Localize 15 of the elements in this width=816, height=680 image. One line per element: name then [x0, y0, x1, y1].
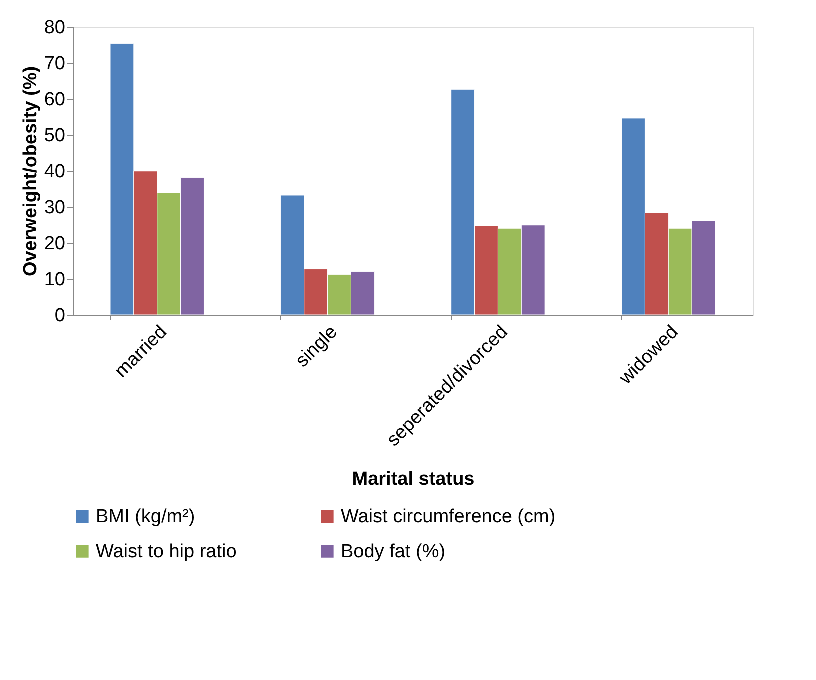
y-axis-title: Overweight/obesity (%) [20, 66, 42, 277]
y-tick-label: 70 [44, 54, 66, 74]
legend-label: Waist circumference (cm) [341, 506, 556, 528]
y-tick-label: 80 [44, 18, 66, 38]
y-tick-label: 30 [44, 198, 66, 218]
legend-label: BMI (kg/m²) [96, 506, 196, 528]
y-tick-label: 0 [54, 306, 66, 326]
y-tick-label: 60 [44, 90, 66, 110]
x-axis-title: Marital status [352, 469, 475, 490]
y-tick-label: 50 [44, 126, 66, 146]
y-tick-label: 20 [44, 234, 66, 254]
y-tick-label: 40 [44, 162, 66, 182]
legend-label: Body fat (%) [341, 542, 446, 562]
legend-label: Waist to hip ratio [96, 542, 237, 562]
y-tick-label: 10 [44, 270, 66, 290]
